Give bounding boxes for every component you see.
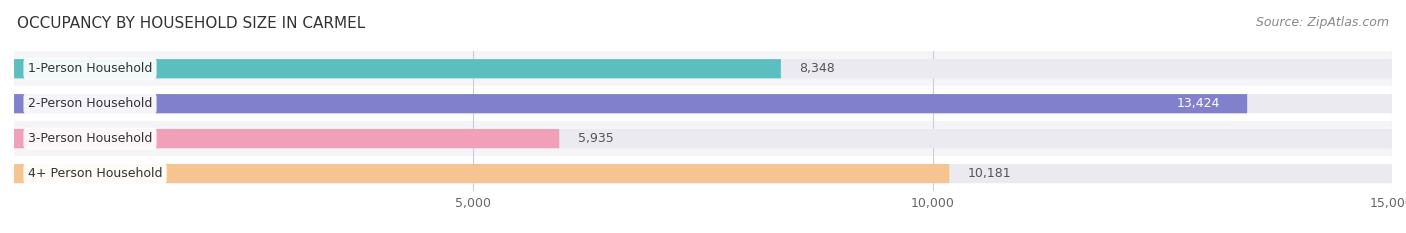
Text: 8,348: 8,348 xyxy=(799,62,835,75)
FancyBboxPatch shape xyxy=(14,164,949,183)
FancyBboxPatch shape xyxy=(14,129,560,148)
Bar xyxy=(14,156,1392,191)
Text: Source: ZipAtlas.com: Source: ZipAtlas.com xyxy=(1256,16,1389,29)
Text: 5,935: 5,935 xyxy=(578,132,613,145)
Text: OCCUPANCY BY HOUSEHOLD SIZE IN CARMEL: OCCUPANCY BY HOUSEHOLD SIZE IN CARMEL xyxy=(17,16,366,31)
FancyBboxPatch shape xyxy=(14,94,1392,113)
FancyBboxPatch shape xyxy=(14,59,780,78)
Bar xyxy=(14,86,1392,121)
FancyBboxPatch shape xyxy=(14,94,1247,113)
Bar xyxy=(14,51,1392,86)
FancyBboxPatch shape xyxy=(14,129,1392,148)
Text: 3-Person Household: 3-Person Household xyxy=(28,132,152,145)
Text: 13,424: 13,424 xyxy=(1177,97,1219,110)
Bar xyxy=(14,121,1392,156)
Text: 4+ Person Household: 4+ Person Household xyxy=(28,167,162,180)
FancyBboxPatch shape xyxy=(14,59,1392,78)
Text: 1-Person Household: 1-Person Household xyxy=(28,62,152,75)
FancyBboxPatch shape xyxy=(14,164,1392,183)
Text: 10,181: 10,181 xyxy=(967,167,1011,180)
Text: 2-Person Household: 2-Person Household xyxy=(28,97,152,110)
